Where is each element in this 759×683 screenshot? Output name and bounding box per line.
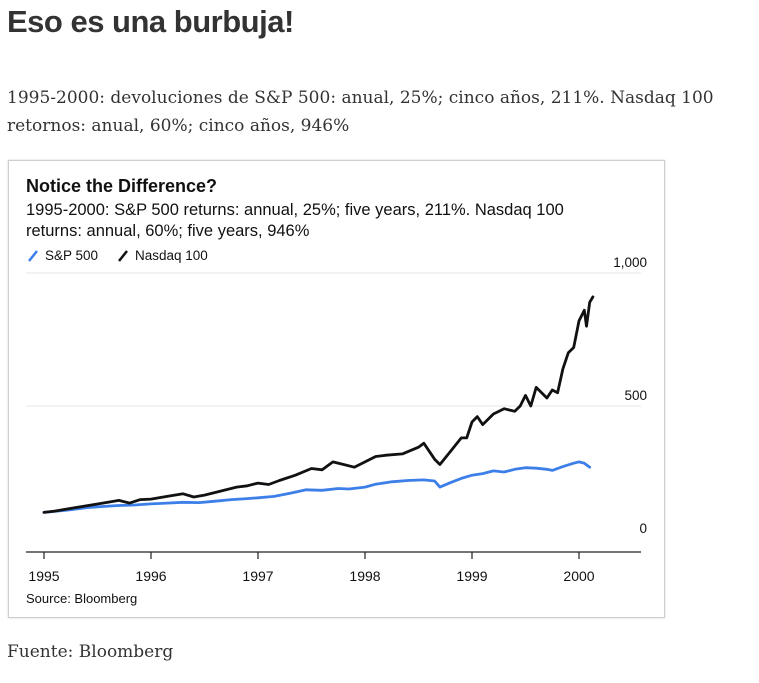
x-tick-label-2000: 2000	[563, 568, 594, 584]
x-tick-label-1996: 1996	[135, 568, 166, 584]
legend-swatch-nasdaq	[118, 250, 128, 262]
article-title: Eso es una burbuja!	[7, 4, 294, 39]
y-tick-label-0: 0	[639, 521, 647, 536]
legend-label-nasdaq: Nasdaq 100	[135, 248, 208, 263]
x-tick-label-1995: 1995	[28, 568, 59, 584]
chart-subtitle-line-1: 1995-2000: S&P 500 returns: annual, 25%;…	[26, 201, 564, 219]
article-intro: 1995-2000: devoluciones de S&P 500: anua…	[7, 88, 714, 136]
gridlines	[26, 272, 641, 407]
chart-source: Source: Bloomberg	[26, 591, 137, 606]
y-axis-ticks: 0 500 1,000	[613, 255, 647, 536]
chart-title: Notice the Difference?	[26, 176, 217, 196]
series-lines	[42, 295, 595, 514]
chart-card: Notice the Difference? 1995-2000: S&P 50…	[8, 160, 665, 618]
x-tick-label-1997: 1997	[242, 568, 273, 584]
x-axis-ticks: 1995 1996 1997 1998 1999 2000	[28, 552, 595, 584]
y-tick-label-1: 500	[624, 388, 647, 403]
legend-swatch-sp500	[28, 250, 38, 262]
article-source: Fuente: Bloomberg	[7, 642, 174, 662]
series-line-sp500	[42, 460, 592, 514]
chart-subtitle-line-2: returns: annual, 60%; five years, 946%	[26, 222, 310, 240]
series-line-nasdaq	[42, 295, 595, 514]
line-chart: Notice the Difference? 1995-2000: S&P 50…	[26, 176, 647, 606]
x-tick-label-1999: 1999	[456, 568, 487, 584]
legend: S&P 500 Nasdaq 100	[28, 248, 208, 263]
legend-label-sp500: S&P 500	[45, 248, 98, 263]
x-tick-label-1998: 1998	[349, 568, 380, 584]
y-tick-label-2: 1,000	[613, 255, 647, 270]
